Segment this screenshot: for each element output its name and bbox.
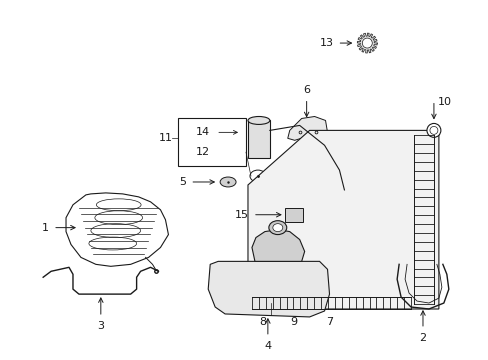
Ellipse shape: [426, 123, 440, 137]
Text: 8: 8: [259, 317, 266, 327]
Text: 9: 9: [289, 317, 297, 327]
Text: 12: 12: [196, 147, 210, 157]
Bar: [284, 289, 302, 303]
Text: 13: 13: [319, 38, 333, 48]
Ellipse shape: [429, 126, 437, 134]
Text: 3: 3: [97, 321, 104, 331]
Ellipse shape: [247, 117, 269, 125]
Ellipse shape: [268, 221, 286, 235]
Ellipse shape: [362, 38, 371, 48]
Polygon shape: [357, 33, 376, 53]
Bar: [262, 289, 279, 303]
Bar: [284, 208, 302, 222]
Ellipse shape: [344, 187, 360, 197]
Polygon shape: [251, 230, 304, 261]
Text: 15: 15: [235, 210, 248, 220]
Text: 4: 4: [264, 341, 271, 351]
Bar: [247, 121, 269, 158]
Text: 6: 6: [303, 85, 309, 95]
Polygon shape: [247, 130, 438, 309]
Polygon shape: [208, 261, 329, 317]
Polygon shape: [287, 117, 327, 140]
Text: 1: 1: [42, 222, 49, 233]
Ellipse shape: [272, 224, 282, 231]
Text: 5: 5: [179, 177, 186, 187]
Text: 11: 11: [158, 133, 172, 143]
Text: 7: 7: [325, 317, 332, 327]
Ellipse shape: [220, 177, 236, 187]
Ellipse shape: [249, 170, 265, 182]
Text: 14: 14: [196, 127, 210, 138]
Bar: [178, 118, 245, 166]
Text: 2: 2: [419, 333, 426, 343]
Text: 10: 10: [437, 96, 451, 107]
